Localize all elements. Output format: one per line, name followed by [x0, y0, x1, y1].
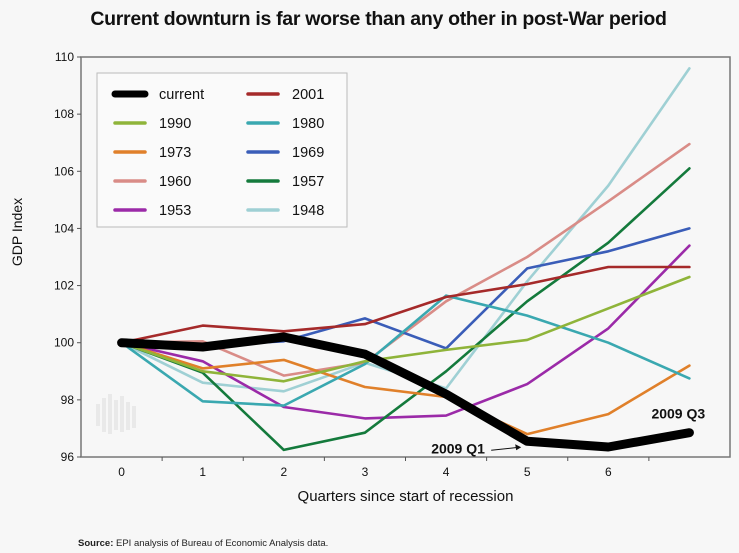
legend-label-1980: 1980	[292, 116, 324, 132]
legend-box	[96, 72, 348, 228]
watermark-bar	[96, 404, 100, 426]
x-axis-label: Quarters since start of recession	[297, 488, 514, 505]
annotation-2009-q3: 2009 Q3	[651, 406, 705, 422]
source-label: Source:	[78, 538, 114, 549]
legend-label-current: current	[159, 87, 204, 103]
legend-label-1957: 1957	[292, 174, 324, 190]
series-line-1990	[120, 275, 691, 383]
annotation-2009-q1: 2009 Q1	[431, 440, 485, 456]
y-tick-label: 102	[54, 279, 74, 293]
series-line-2001	[120, 265, 691, 345]
chart-title: Current downturn is far worse than any o…	[90, 8, 667, 30]
x-tick-label: 4	[443, 465, 450, 479]
legend-label-1969: 1969	[292, 145, 324, 161]
source-note: Source: EPI analysis of Bureau of Econom…	[78, 538, 328, 549]
epi-watermark-logo	[96, 394, 136, 434]
series-layer	[117, 67, 694, 452]
x-tick-label: 2	[280, 465, 287, 479]
watermark-bar	[114, 400, 118, 430]
annotation-arrowhead	[515, 444, 522, 451]
x-tick-label: 6	[605, 465, 612, 479]
watermark-bar	[108, 394, 112, 434]
legend: current 1990 1973 1960 1953 2001 1980 1969 1957 1…	[96, 72, 348, 228]
y-tick-label: 106	[54, 164, 74, 178]
legend-label-1990: 1990	[159, 116, 191, 132]
annotation-arrow	[491, 446, 520, 451]
x-tick-label: 1	[199, 465, 206, 479]
legend-label-1960: 1960	[159, 174, 191, 190]
y-tick-label: 98	[61, 393, 75, 407]
y-tick-label: 108	[54, 107, 74, 121]
legend-label-2001: 2001	[292, 87, 324, 103]
y-tick-label: 96	[61, 450, 75, 464]
y-tick-label: 110	[55, 50, 74, 64]
axes: 96 98 100 102 104 106 108 110 0 1 2 3 4 5 6	[54, 50, 731, 479]
watermark-bar	[102, 398, 106, 432]
source-text: EPI analysis of Bureau of Economic Analy…	[113, 538, 329, 549]
watermark-bar	[132, 406, 136, 428]
series-line-1973	[120, 341, 691, 436]
series-line-1980	[120, 294, 691, 407]
y-tick-label: 100	[54, 336, 74, 350]
watermark-bar	[126, 402, 130, 430]
series-line-current	[117, 332, 694, 452]
x-tick-label: 5	[524, 465, 531, 479]
legend-label-1953: 1953	[159, 203, 191, 219]
legend-label-1948: 1948	[292, 203, 324, 219]
x-tick-label: 3	[362, 465, 369, 479]
legend-label-1973: 1973	[159, 145, 191, 161]
series-line-1957	[120, 167, 691, 452]
annotations: 2009 Q1 2009 Q3	[431, 406, 705, 457]
x-tick-label: 0	[118, 465, 125, 479]
watermark-bar	[120, 396, 124, 432]
y-tick-label: 104	[54, 221, 74, 235]
